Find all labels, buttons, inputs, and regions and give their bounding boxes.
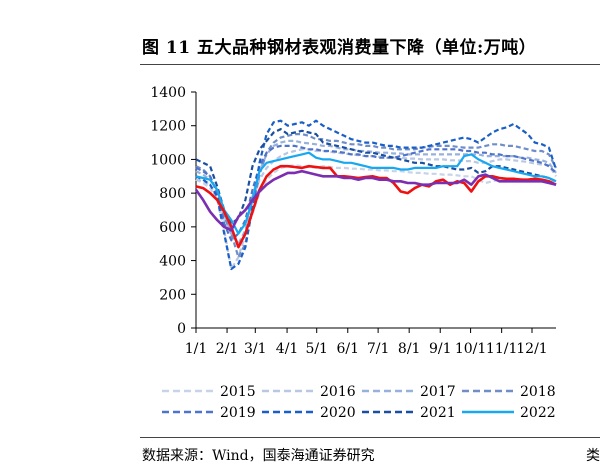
figure-title: 图 11 五大品种钢材表观消费量下降（单位:万吨） [142, 38, 537, 58]
x-tick-label: 7/1 [367, 341, 390, 357]
legend-label-2019: 2019 [220, 405, 256, 421]
title-divider [140, 64, 600, 65]
chart-legend: 2015 2016 2017 2018 2019 2020 2021 2022 [162, 384, 556, 421]
legend-label-2020: 2020 [320, 405, 356, 421]
clipped-edge-text: 类 [586, 448, 600, 464]
y-tick-label: 1000 [150, 152, 186, 168]
y-tick-label: 1400 [150, 85, 186, 101]
chart-series [194, 119, 558, 271]
y-tick-label: 400 [159, 254, 186, 270]
y-tick-label: 600 [159, 220, 186, 236]
x-tick-label: 1/1 [185, 341, 208, 357]
chart-axes: 0 200 400 600 800 1000 1200 1400 1/1 2/1 3/1 4/1 5/1… [150, 85, 556, 357]
series-line-2023 [195, 164, 557, 249]
x-tick-label: 12/1 [516, 341, 547, 357]
series-line-2024 [194, 169, 557, 232]
x-tick-label: 9/1 [429, 341, 452, 357]
legend-label-2021: 2021 [420, 405, 456, 421]
x-tick-label: 11/1 [486, 341, 517, 357]
x-tick-label: 4/1 [276, 341, 299, 357]
series-line-2020 [195, 119, 558, 271]
x-tick-label: 3/1 [244, 341, 267, 357]
source-divider [140, 437, 600, 438]
legend-label-2015: 2015 [220, 384, 256, 400]
x-tick-label: 6/1 [336, 341, 359, 357]
y-tick-label: 1200 [150, 119, 186, 135]
series-line-2022 [195, 151, 557, 235]
y-tick-label: 0 [177, 321, 186, 337]
legend-label-2018: 2018 [520, 384, 556, 400]
series-line-2018 [195, 133, 557, 259]
series-line-2017 [195, 139, 557, 245]
x-tick-label: 2/1 [216, 341, 239, 357]
y-tick-label: 200 [159, 287, 186, 303]
x-tick-label: 8/1 [398, 341, 421, 357]
legend-label-2016: 2016 [320, 384, 356, 400]
legend-label-2017: 2017 [420, 384, 456, 400]
x-tick-label: 5/1 [305, 341, 328, 357]
y-tick-label: 800 [159, 186, 186, 202]
source-note: 数据来源：Wind，国泰海通证券研究 [142, 448, 375, 464]
legend-label-2022: 2022 [520, 405, 556, 421]
x-tick-label: 10/1 [455, 341, 486, 357]
